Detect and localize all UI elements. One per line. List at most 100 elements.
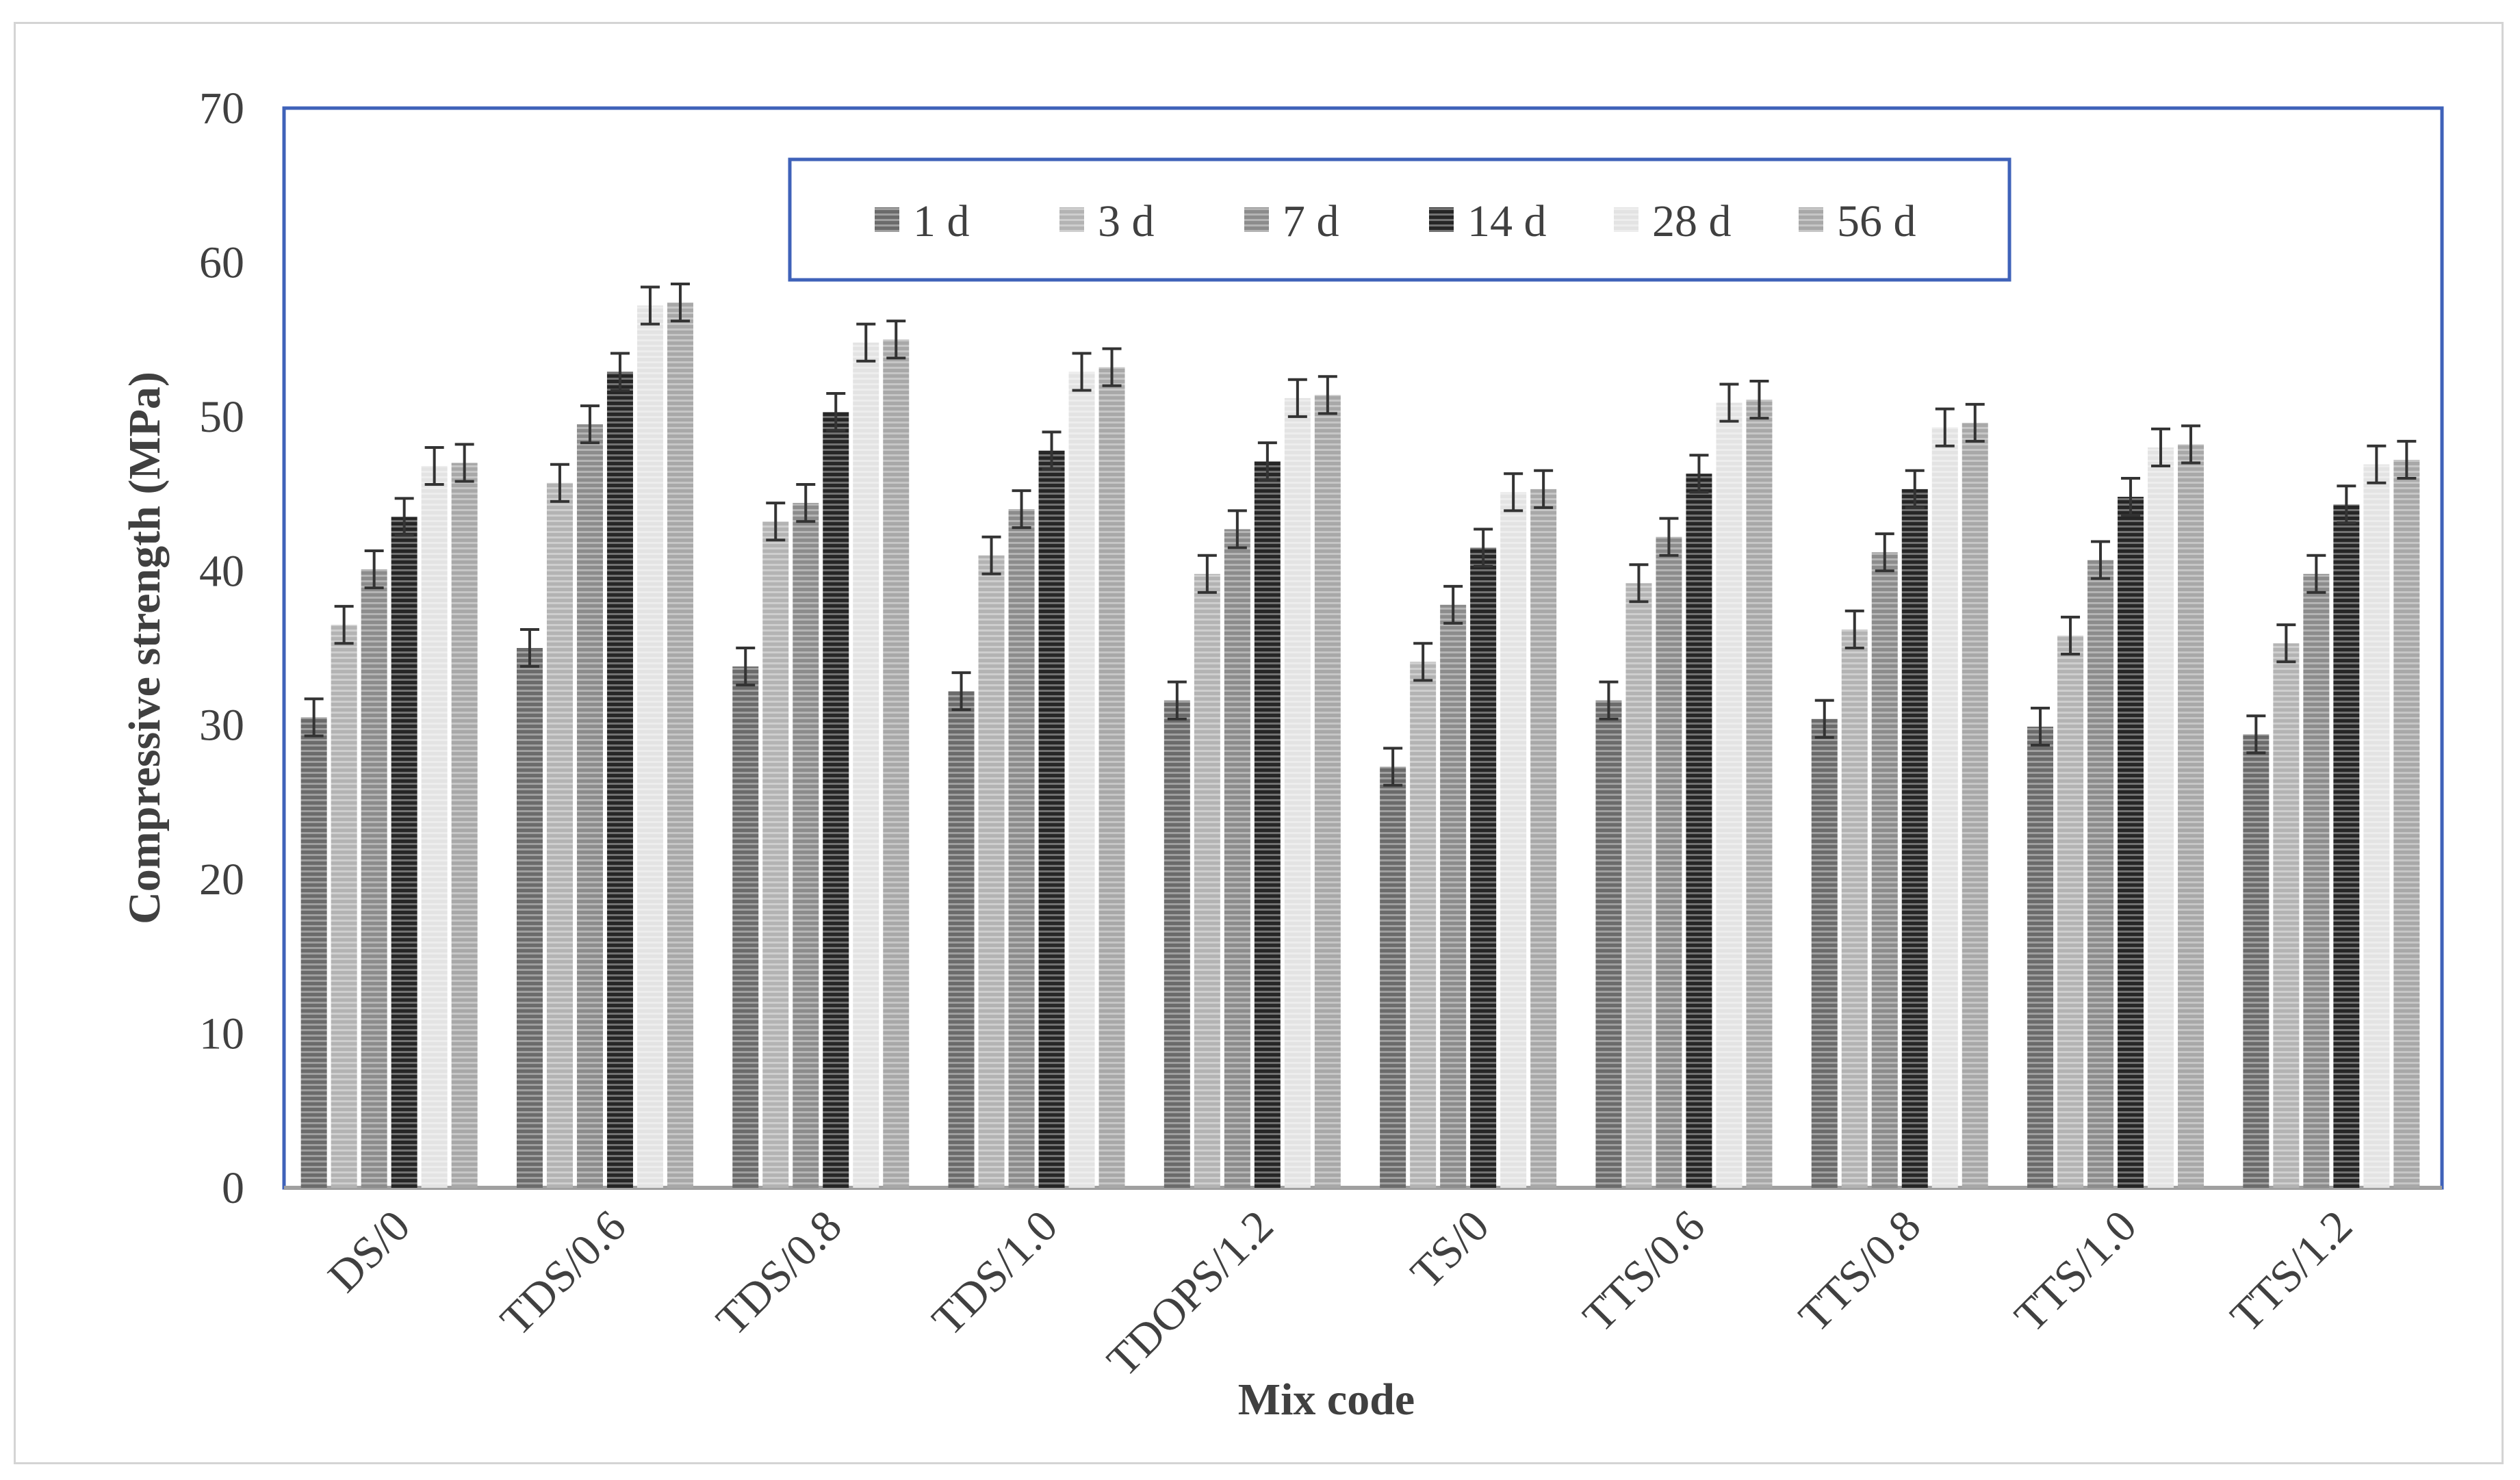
- y-axis-label: Compressive strength (MPa): [120, 372, 170, 924]
- bar: [1595, 700, 1622, 1188]
- error-bar: [1197, 554, 1217, 594]
- error-bar: [1443, 584, 1463, 625]
- bars: [300, 282, 2420, 1189]
- chart-frame: 0 10 20 30 40 50 60 70 DS/0 TDS/0.6 TDS/0.8 TDS/1.…: [14, 22, 2504, 1464]
- x-tick-label: TDS/0.8: [707, 1201, 851, 1345]
- y-tick-label: 20: [199, 855, 244, 905]
- bar: [637, 305, 663, 1188]
- bar: [391, 517, 417, 1188]
- error-bar: [610, 352, 630, 392]
- error-bar: [1749, 380, 1769, 420]
- error-bar: [1317, 375, 1337, 415]
- bar: [1811, 718, 1838, 1188]
- error-bar: [1072, 352, 1092, 392]
- legend-label: 3 d: [1098, 196, 1155, 246]
- x-tick-label: TDS/0.6: [491, 1201, 635, 1345]
- error-bar: [1844, 609, 1864, 649]
- bar: [2243, 734, 2270, 1188]
- bar: [546, 482, 573, 1188]
- bar: [1686, 473, 1712, 1189]
- legend-box: [788, 157, 2011, 282]
- bar: [667, 302, 693, 1188]
- legend-label: 7 d: [1283, 196, 1339, 246]
- error-bar: [1689, 454, 1709, 494]
- y-tick-label: 60: [199, 237, 244, 287]
- bar: [1841, 629, 1868, 1188]
- error-bar: [2091, 540, 2111, 580]
- bar: [576, 424, 603, 1188]
- bar: [823, 412, 849, 1189]
- bar: [1254, 461, 1281, 1188]
- error-bar: [519, 627, 539, 668]
- error-bar: [2151, 427, 2171, 467]
- bar: [1440, 604, 1467, 1188]
- bar: [2303, 573, 2330, 1188]
- bar: [1962, 422, 1988, 1188]
- bar: [1901, 489, 1928, 1188]
- bar: [1380, 766, 1406, 1188]
- bar: [883, 339, 910, 1189]
- legend-item: 1 d: [875, 196, 970, 246]
- legend-item: 7 d: [1244, 196, 1339, 246]
- error-bar: [796, 483, 816, 523]
- error-bar: [1012, 489, 1031, 530]
- error-bar: [334, 605, 354, 645]
- bar: [300, 717, 327, 1188]
- bar: [2363, 464, 2390, 1188]
- bar: [732, 666, 759, 1188]
- error-bar: [1905, 469, 1925, 509]
- error-bar: [2306, 554, 2326, 594]
- legend-label: 14 d: [1467, 196, 1547, 246]
- legend-label: 1 d: [913, 196, 970, 246]
- bar: [978, 555, 1005, 1188]
- bar: [1224, 529, 1250, 1188]
- bar: [1314, 395, 1341, 1188]
- bar: [762, 521, 789, 1188]
- legend: 1 d 3 d 7 d 14 d 28 d 56 d: [788, 157, 2011, 282]
- y-tick-label: 0: [222, 1163, 244, 1213]
- y-tick-label: 40: [199, 546, 244, 596]
- legend-item: 3 d: [1059, 196, 1155, 246]
- bar: [1746, 400, 1773, 1188]
- error-bar: [1287, 378, 1307, 418]
- x-tick-label: TS/0: [1401, 1201, 1498, 1298]
- bar: [1068, 372, 1095, 1188]
- x-tick-label: TTS/0.8: [1789, 1201, 1930, 1342]
- error-bar: [951, 671, 971, 712]
- bar: [2393, 459, 2420, 1188]
- error-bar: [2397, 439, 2417, 480]
- bar: [1625, 583, 1652, 1188]
- error-bar: [886, 320, 906, 360]
- error-bar: [1659, 517, 1679, 557]
- bar: [421, 465, 448, 1188]
- error-bar: [1935, 407, 1955, 447]
- error-bar: [766, 502, 786, 542]
- error-bar: [1413, 642, 1433, 682]
- bar: [1931, 427, 1958, 1188]
- error-bar: [1534, 469, 1554, 509]
- bar: [1284, 398, 1311, 1189]
- error-bar: [2367, 444, 2387, 484]
- x-tick-label: TDOPS/1.2: [1098, 1201, 1283, 1386]
- bar: [2118, 497, 2144, 1188]
- bar: [1410, 662, 1437, 1188]
- bar: [1656, 536, 1682, 1188]
- error-bar: [1474, 528, 1493, 568]
- error-bar: [856, 322, 876, 363]
- error-bar: [1629, 563, 1649, 603]
- error-bar: [2031, 706, 2050, 747]
- error-bar: [1719, 382, 1739, 423]
- error-bar: [550, 463, 569, 503]
- bar: [451, 463, 478, 1188]
- bar: [1038, 450, 1065, 1188]
- bar: [1500, 492, 1527, 1188]
- error-bar: [424, 445, 444, 486]
- error-bar: [1257, 441, 1277, 482]
- x-axis-label: Mix code: [1238, 1375, 1415, 1425]
- bar: [2148, 447, 2174, 1188]
- legend-swatch: [1059, 207, 1084, 232]
- bar: [1470, 547, 1497, 1188]
- bar: [2273, 643, 2300, 1188]
- error-bar: [1383, 747, 1403, 787]
- legend-swatch: [1244, 207, 1269, 232]
